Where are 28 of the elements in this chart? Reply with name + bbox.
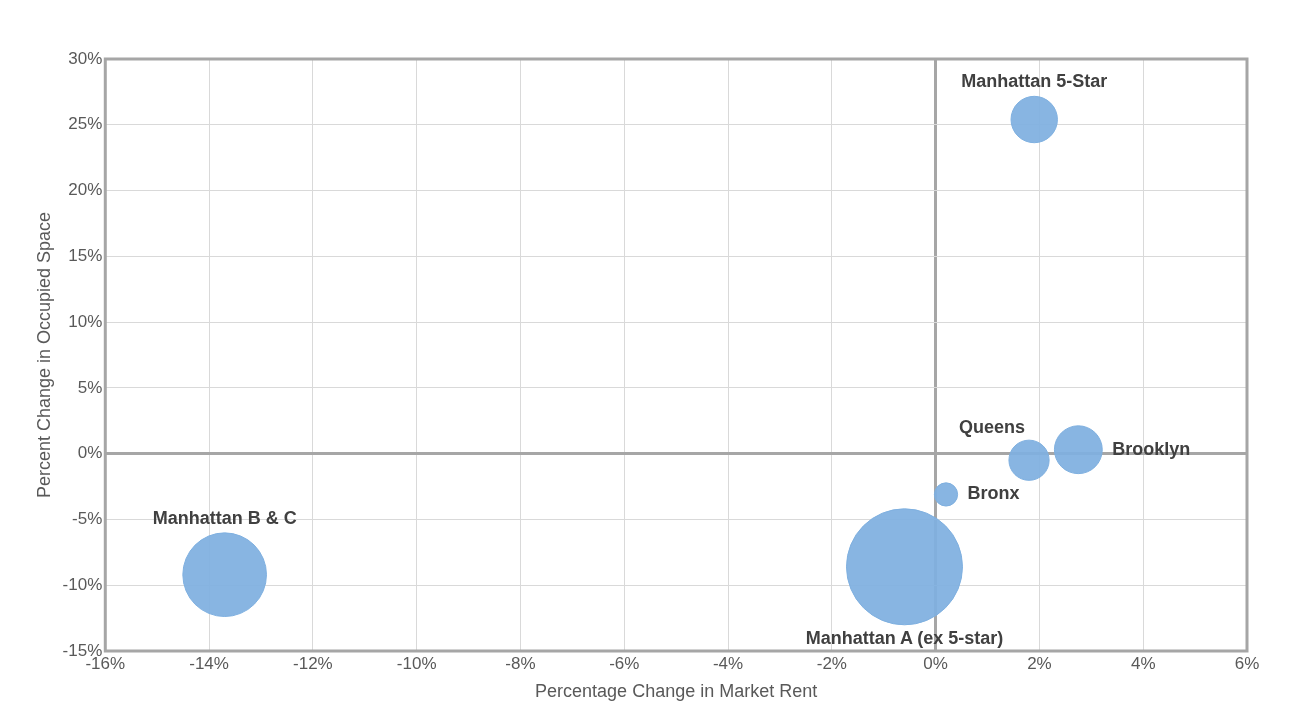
y-tick-label: 15% [68, 246, 103, 266]
y-axis-title: Percent Change in Occupied Space [33, 211, 54, 499]
series-label: Manhattan 5-Star [961, 71, 1108, 92]
y-tick-label: 20% [68, 180, 103, 200]
series-label: Brooklyn [1112, 438, 1191, 459]
y-tick-label: 30% [68, 48, 103, 68]
x-tick-label: -8% [505, 653, 536, 673]
x-tick-label: 0% [923, 653, 948, 673]
x-tick-label: -4% [712, 653, 744, 673]
y-tick-label: 5% [77, 377, 103, 397]
series-label: Queens [958, 417, 1025, 438]
x-tick-label: -6% [609, 653, 640, 673]
y-tick-label: -5% [72, 509, 103, 529]
y-tick-label: 25% [68, 114, 103, 134]
y-tick-label: -10% [62, 574, 103, 594]
series-label: Bronx [967, 483, 1020, 504]
x-tick-label: -2% [816, 653, 847, 673]
x-tick-label: -12% [293, 653, 333, 673]
x-tick-label: 6% [1234, 653, 1260, 673]
x-tick-label: 2% [1027, 653, 1052, 673]
x-tick-label: -10% [396, 653, 437, 673]
y-tick-label: 0% [77, 443, 103, 463]
x-axis-title: Percentage Change in Market Rent [535, 681, 818, 702]
y-tick-label: 10% [68, 311, 103, 331]
series-label: Manhattan B & C [152, 507, 297, 528]
x-tick-label: -14% [189, 653, 229, 673]
x-tick-label: 4% [1130, 653, 1156, 673]
series-label: Manhattan A (ex 5-star) [805, 627, 1004, 648]
